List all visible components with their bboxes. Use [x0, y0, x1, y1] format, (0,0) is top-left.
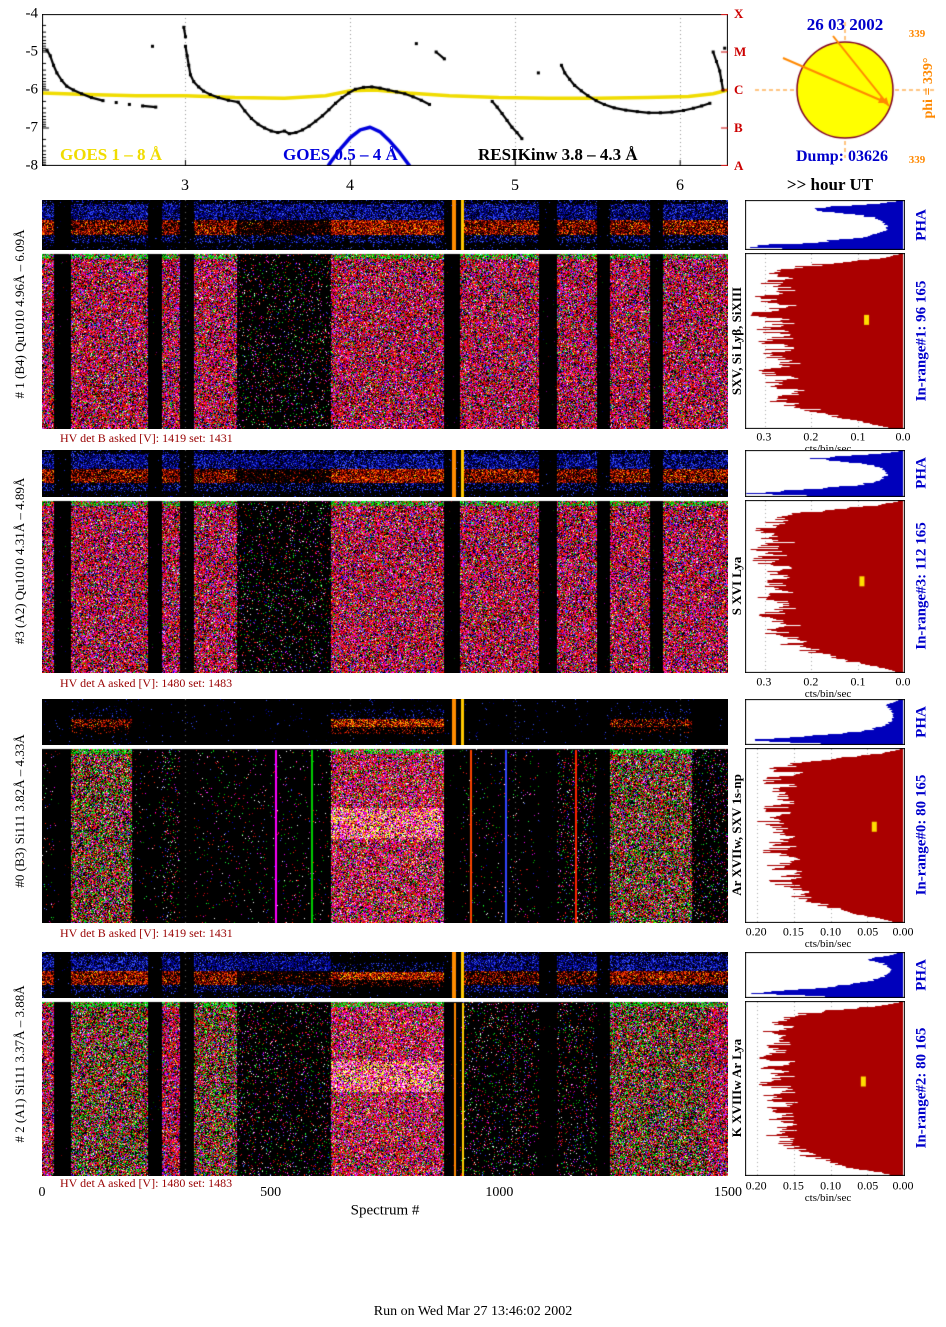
panel3-line-label: Ar XVIIw, SXV 1s-np — [729, 774, 744, 896]
hist-axis-tick: 0.20 — [745, 1178, 767, 1193]
panel4-pha-strip — [42, 952, 728, 998]
spectrum-axis-label: Spectrum # — [350, 1202, 420, 1219]
panel2-inrange-histogram — [745, 500, 905, 673]
hist-axis-tick: 0.1 — [850, 429, 866, 444]
hist-axis-tick: 0.3 — [756, 429, 772, 444]
hist-axis-tick: 0.20 — [745, 924, 767, 939]
spectrum-tick: 1000 — [485, 1185, 514, 1200]
goes-legend-item: GOES 1 – 8 Å — [60, 145, 163, 164]
goes-y-tick: -4 — [25, 5, 39, 22]
hour-tick: 5 — [511, 177, 519, 194]
hour-tick: 4 — [346, 177, 354, 194]
panel4-left-label: # 2 (A1) Si111 3.37Å – 3.88Å — [12, 985, 27, 1143]
panel2-hv-label: HV det A asked [V]: 1480 set: 1483 — [60, 676, 233, 690]
sun-corner-bottom: 339 — [908, 154, 926, 166]
panel1-pha-label: PHA — [913, 209, 930, 241]
hist-axis-tick: 0.0 — [895, 674, 911, 689]
sun-dump-label: Dump: 03626 — [795, 148, 889, 165]
hist-axis-tick: 0.10 — [820, 1178, 842, 1193]
panel2-left-label: #3 (A2) Qu1010 4.31Å – 4.89Å — [12, 477, 27, 645]
sun-date: 26 03 2002 — [806, 15, 884, 34]
panel4-line-label: K XVIIIw Ar Lya — [729, 1038, 744, 1138]
hist-axis-tick: 0.00 — [892, 1178, 914, 1193]
hist-axis-tick: 0.2 — [803, 429, 819, 444]
goes-y-tick: -8 — [25, 157, 39, 174]
panel3-left-label: #0 (B3) Si111 3.82Å – 4.33Å — [12, 734, 27, 888]
panel1-pha-strip — [42, 200, 728, 250]
panel2-pha-strip — [42, 450, 728, 497]
panel1-inrange-histogram — [745, 253, 905, 429]
hist-axis-tick: 0.15 — [782, 1178, 804, 1193]
goes-class-tick: A — [734, 158, 744, 173]
panel4-pha-label: PHA — [913, 959, 930, 991]
panel3-axis-unit: cts/bin/sec — [804, 938, 852, 950]
goes-y-tick: -6 — [25, 81, 39, 98]
panel3-inrange-histogram — [745, 748, 905, 923]
goes-class-tick: M — [734, 44, 747, 59]
hist-axis-tick: 0.1 — [850, 674, 866, 689]
spectrum-tick: 500 — [260, 1185, 282, 1200]
hist-axis-tick: 0.2 — [803, 674, 819, 689]
panel1-spectrogram — [42, 253, 728, 429]
panel3-pha-label: PHA — [913, 706, 930, 738]
goes-y-tick: -7 — [25, 119, 39, 136]
goes-y-tick: -5 — [25, 43, 39, 60]
hist-axis-tick: 0.15 — [782, 924, 804, 939]
panel3-inrange-label: In-range#0: 80 165 — [913, 774, 930, 896]
panel3-hv-label: HV det B asked [V]: 1419 set: 1431 — [60, 926, 233, 940]
panel2-spectrogram — [42, 500, 728, 673]
sun-phi-label: phi = 339° — [921, 57, 936, 119]
panel4-pha-histogram — [745, 952, 905, 998]
hist-axis-tick: 0.05 — [857, 1178, 879, 1193]
goes-class-tick: X — [734, 6, 744, 21]
goes-class-tick: C — [734, 82, 744, 97]
hist-axis-tick: 0.05 — [857, 924, 879, 939]
hist-axis-tick: 0.3 — [756, 674, 772, 689]
panel3-pha-histogram — [745, 699, 905, 745]
hour-tick: 6 — [676, 177, 684, 194]
panel2-inrange-label: In-range#3: 112 165 — [913, 522, 930, 650]
hour-axis-label: >> hour UT — [786, 175, 874, 194]
goes-flux-plot-canvas — [42, 14, 728, 166]
panel3-spectrogram — [42, 748, 728, 923]
panel2-pha-label: PHA — [913, 457, 930, 489]
panel4-inrange-histogram — [745, 1001, 905, 1176]
goes-class-tick: B — [734, 120, 743, 135]
hour-tick: 3 — [181, 177, 189, 194]
footer-run-timestamp: Run on Wed Mar 27 13:46:02 2002 — [373, 1304, 573, 1319]
panel1-pha-histogram — [745, 200, 905, 250]
hist-axis-tick: 0.0 — [895, 429, 911, 444]
sun-corner-top: 339 — [908, 28, 926, 40]
panel3-pha-strip — [42, 699, 728, 745]
panel4-axis-unit: cts/bin/sec — [804, 1192, 852, 1204]
panel1-left-label: # 1 (B4) Qu1010 4.96Å – 6.09Å — [12, 229, 27, 399]
panel2-pha-histogram — [745, 450, 905, 497]
panel1-line-label: SXV, Si Lyβ, SiXIII — [729, 286, 744, 396]
panel1-hv-label: HV det B asked [V]: 1419 set: 1431 — [60, 431, 233, 445]
goes-legend-item: RESIKinw 3.8 – 4.3 Å — [478, 145, 638, 164]
panel4-hv-label: HV det A asked [V]: 1480 set: 1483 — [60, 1176, 233, 1190]
spectrum-tick: 1500 — [714, 1185, 742, 1200]
goes-legend-item: GOES 0.5 – 4 Å — [283, 145, 398, 164]
panel4-spectrogram — [42, 1001, 728, 1176]
hist-axis-tick: 0.10 — [820, 924, 842, 939]
panel4-inrange-label: In-range#2: 80 165 — [913, 1027, 930, 1149]
panel1-inrange-label: In-range#1: 96 165 — [913, 280, 930, 402]
panel2-axis-unit: cts/bin/sec — [804, 688, 852, 700]
panel2-line-label: S XVI Lya — [729, 556, 744, 616]
solar-disk-canvas — [752, 14, 938, 170]
spectrum-tick: 0 — [38, 1185, 46, 1200]
hist-axis-tick: 0.00 — [892, 924, 914, 939]
